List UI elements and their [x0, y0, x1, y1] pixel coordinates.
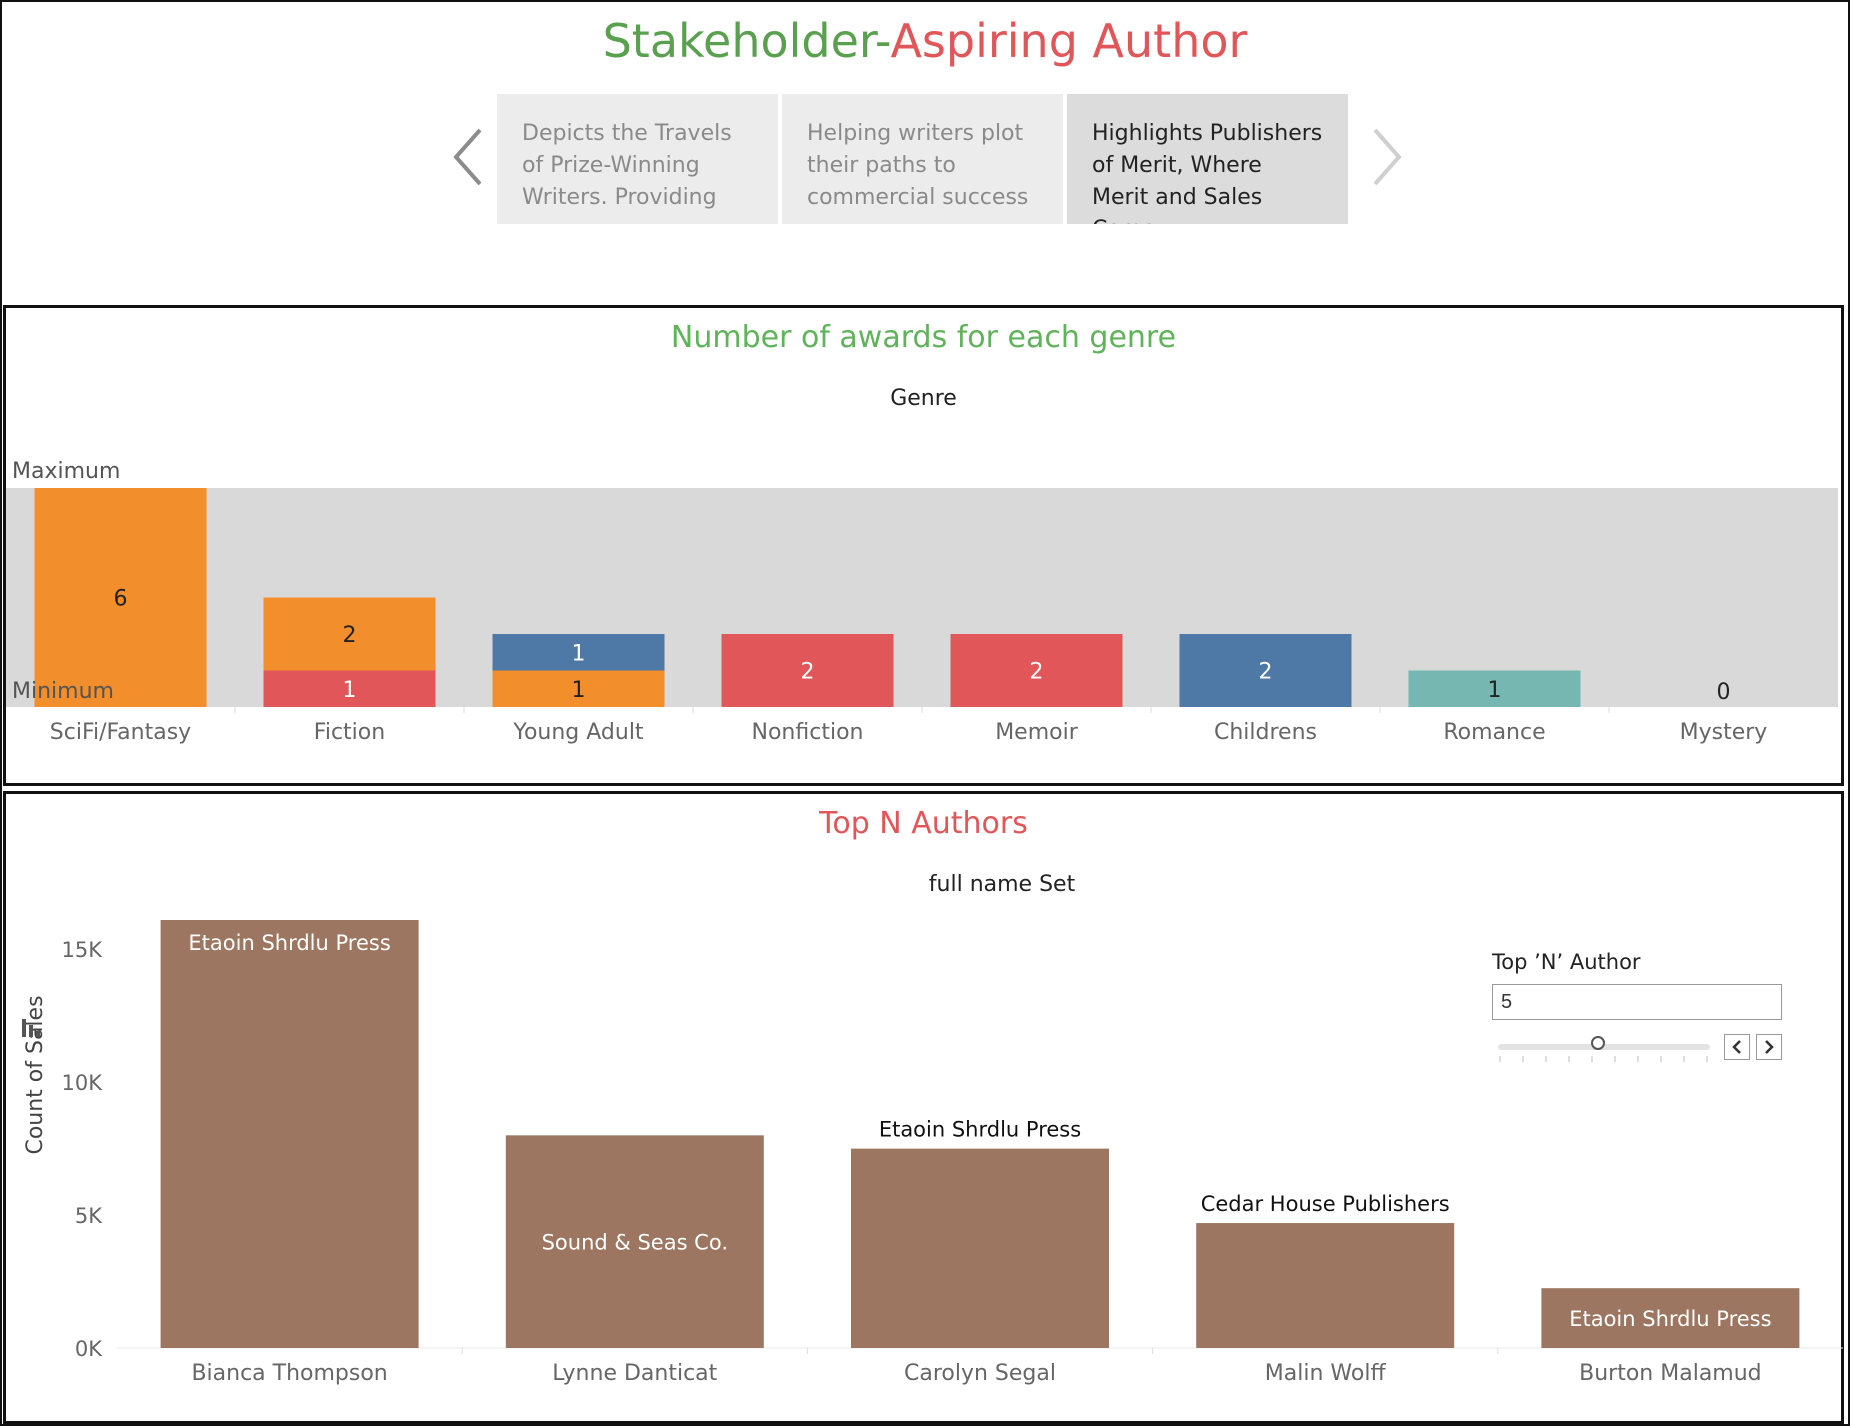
top-n-parameter: Top ’N’ Author [1492, 950, 1792, 1062]
increment-button[interactable] [1756, 1034, 1782, 1060]
sort-icon[interactable] [22, 1019, 40, 1037]
genre-bar-segment[interactable] [263, 597, 436, 671]
top-n-slider-row [1492, 1032, 1792, 1062]
genre-bar-value-label: 2 [801, 660, 815, 685]
publisher-label: Cedar House Publishers [1201, 1192, 1450, 1216]
genre-axis-labels: SciFi/Fantasy Fiction Young Adult Nonfictio… [50, 707, 1768, 745]
genre-bar-segment[interactable] [1408, 670, 1581, 708]
genre-bar-segment[interactable] [950, 634, 1123, 707]
story-navigator: Depicts the Travels of Prize-Winning Wri… [453, 94, 1402, 224]
author-axis-label: Carolyn Segal [904, 1361, 1056, 1386]
previous-story-point-button[interactable] [450, 122, 490, 192]
chevron-right-icon [1765, 1040, 1774, 1054]
top-n-slider-thumb[interactable] [1591, 1036, 1605, 1050]
story-point-3-text: Highlights Publishers of Merit, Where Me… [1092, 121, 1323, 224]
author-bar[interactable] [160, 920, 419, 1348]
author-bar[interactable] [1196, 1223, 1455, 1348]
genre-bar-segment[interactable] [721, 634, 894, 707]
story-title: Stakeholder-Aspiring Author [0, 14, 1850, 68]
y-axis-label: Count of Sales [23, 995, 48, 1154]
author-axis-label: Bianca Thompson [191, 1361, 387, 1386]
y-tick-label: 5K [75, 1204, 103, 1228]
band-minimum-label: Minimum [12, 679, 114, 704]
authors-panel: Top N Authors full name Set [3, 791, 1844, 1424]
publisher-label: Etaoin Shrdlu Press [188, 931, 390, 955]
genre-bar-segment[interactable] [263, 670, 436, 708]
story-point-1-text: Depicts the Travels of Prize-Winning Wri… [522, 121, 732, 210]
genre-axis-label: SciFi/Fantasy [50, 720, 191, 745]
awards-panel: Number of awards for each genre Genre [3, 305, 1844, 786]
chevron-left-icon [453, 128, 482, 186]
genre-bar-value-label: 1 [343, 678, 357, 703]
genre-bar-value-label: 0 [1717, 680, 1731, 705]
genre-bar-value-label: 2 [343, 623, 357, 648]
author-bar[interactable] [851, 1148, 1109, 1348]
author-axis-label: Malin Wolff [1265, 1361, 1387, 1386]
story-title-part1: Stakeholder- [602, 14, 891, 68]
genre-bar-value-label: 2 [1259, 660, 1273, 685]
genre-bar-value-label: 1 [1488, 678, 1502, 703]
author-bar[interactable] [505, 1135, 764, 1348]
genre-axis-label: Fiction [314, 720, 385, 745]
story-point-2-text: Helping writers plot their paths to comm… [807, 121, 1029, 210]
genre-bar-segment[interactable] [492, 670, 665, 708]
genre-bar-value-label: 1 [572, 641, 586, 666]
genre-axis-label: Romance [1443, 720, 1545, 745]
full-name-set-header: full name Set [928, 872, 1076, 897]
genre-bar-value-label: 1 [572, 678, 586, 703]
genre-bar-segment[interactable] [1179, 634, 1352, 707]
y-tick-label: 0K [75, 1337, 103, 1361]
author-axis-labels: Bianca Thompson Lynne Danticat Carolyn Seg… [191, 1348, 1762, 1386]
author-axis-label: Burton Malamud [1579, 1361, 1762, 1386]
genre-bar-value-label: 6 [114, 587, 128, 612]
genre-axis-label: Mystery [1680, 720, 1768, 745]
publisher-label: Etaoin Shrdlu Press [879, 1118, 1081, 1142]
story-point-1[interactable]: Depicts the Travels of Prize-Winning Wri… [497, 94, 778, 224]
awards-title: Number of awards for each genre [670, 320, 1177, 355]
genre-axis-label: Nonfiction [752, 720, 864, 745]
authors-title: Top N Authors [819, 806, 1028, 841]
genre-bar-segment[interactable] [34, 488, 207, 707]
publisher-label: Etaoin Shrdlu Press [1569, 1307, 1771, 1331]
publisher-label: Sound & Seas Co. [542, 1231, 728, 1255]
slider-ticks [1499, 1056, 1708, 1062]
chevron-right-icon [1373, 128, 1402, 186]
genre-header: Genre [890, 386, 957, 411]
story-title-part2: Aspiring Author [890, 14, 1248, 68]
awards-bars: 6 1 2 1 1 2 2 2 1 0 [34, 488, 1731, 708]
story-point-3[interactable]: Highlights Publishers of Merit, Where Me… [1067, 94, 1348, 224]
authors-bars: Etaoin Shrdlu Press Sound & Seas Co. Etaoi… [160, 920, 1800, 1348]
top-n-slider[interactable] [1498, 1044, 1710, 1050]
genre-bar-segment[interactable] [492, 634, 665, 671]
top-n-label: Top ’N’ Author [1492, 950, 1641, 974]
chevron-left-icon [1732, 1040, 1741, 1054]
genre-bar-value-label: 2 [1030, 660, 1044, 685]
author-bar[interactable] [1541, 1288, 1800, 1348]
y-axis-title: Count of Sales [23, 995, 48, 1154]
story-point-2[interactable]: Helping writers plot their paths to comm… [782, 94, 1063, 224]
genre-axis-label: Young Adult [512, 720, 644, 745]
decrement-button[interactable] [1724, 1034, 1750, 1060]
top-n-input[interactable] [1492, 984, 1782, 1020]
genre-axis-label: Memoir [995, 720, 1079, 745]
awards-chart: Maximum 6 1 2 1 1 2 2 2 1 0 Minimum SciFi/Fantasy… [6, 459, 1838, 745]
band-maximum-label: Maximum [12, 459, 120, 484]
author-axis-label: Lynne Danticat [552, 1361, 717, 1386]
y-tick-label: 10K [62, 1071, 104, 1095]
y-tick-label: 15K [62, 938, 104, 962]
next-story-point-button[interactable] [1365, 122, 1405, 192]
genre-axis-label: Childrens [1214, 720, 1317, 745]
